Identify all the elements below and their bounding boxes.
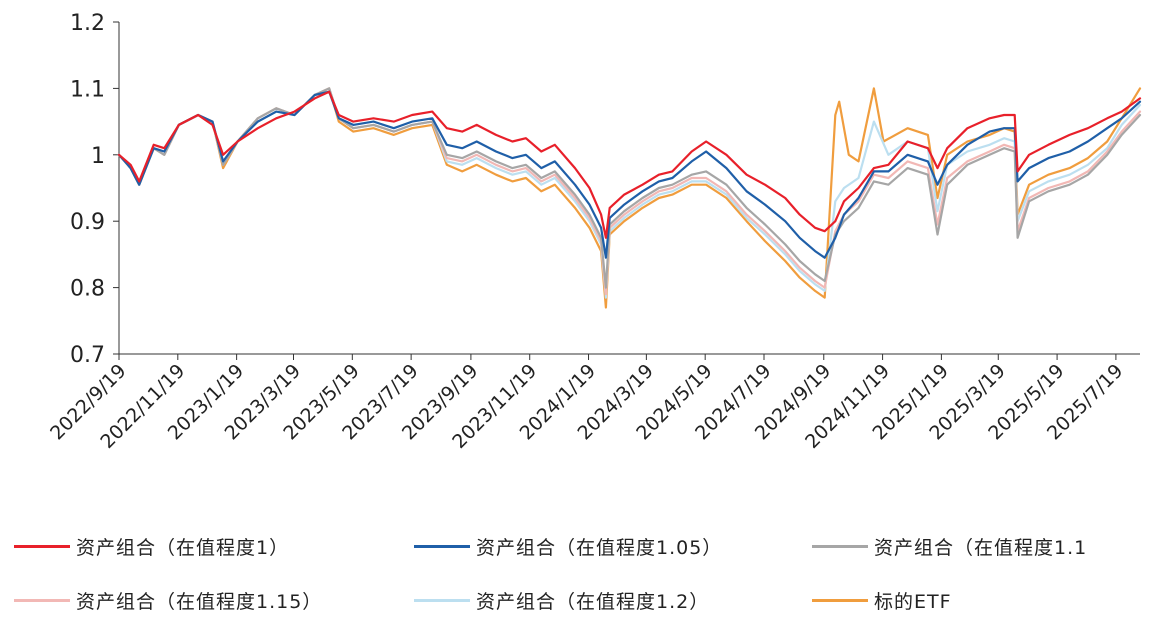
legend-swatch-series-5 [414,599,470,602]
series-line-2 [117,90,1142,259]
legend-item-series-6: 标的ETF [812,587,952,614]
series-line-3 [117,87,1142,289]
legend-item-series-3: 资产组合（在值程度1.1 [812,533,1087,560]
legend-swatch-series-4 [14,599,70,602]
x-axis: 2022/9/192022/11/192023/1/192023/3/19202… [46,353,1140,453]
chart-svg: 0.7 0.8 0.9 1 1.1 1.2 2022/9/192022/11/192023… [46,11,1142,453]
legend-item-series-2: 资产组合（在值程度1.05） [414,533,722,560]
legend-swatch-series-3 [812,545,868,548]
y-axis: 0.7 0.8 0.9 1 1.1 1.2 [70,11,120,368]
series-layer [117,87,1142,309]
y-tick-label: 1 [91,144,105,169]
y-tick-label: 1.1 [70,77,105,102]
legend-item-series-5: 资产组合（在值程度1.2） [414,587,709,614]
legend-label-series-2: 资产组合（在值程度1.05） [476,537,723,559]
legend-swatch-series-6 [812,599,868,602]
legend-item-series-1: 资产组合（在值程度1） [14,533,289,560]
legend-label-series-3: 资产组合（在值程度1.1 [874,537,1088,559]
legend-label-series-6: 标的ETF [874,591,952,613]
legend-label-series-5: 资产组合（在值程度1.2） [476,591,710,613]
legend-swatch-series-1 [14,545,70,548]
y-tick-label: 0.8 [70,277,105,302]
legend: 资产组合（在值程度1） 资产组合（在值程度1.05） 资产组合（在值程度1.1 … [0,525,1161,624]
legend-swatch-series-2 [414,545,470,548]
series-line-1 [117,90,1142,239]
y-tick-label: 1.2 [70,11,105,36]
y-tick-label: 0.9 [70,210,105,235]
legend-item-series-4: 资产组合（在值程度1.15） [14,587,322,614]
legend-label-series-4: 资产组合（在值程度1.15） [76,591,323,613]
legend-label-series-1: 资产组合（在值程度1） [76,537,290,559]
y-tick-label: 0.7 [70,343,105,368]
